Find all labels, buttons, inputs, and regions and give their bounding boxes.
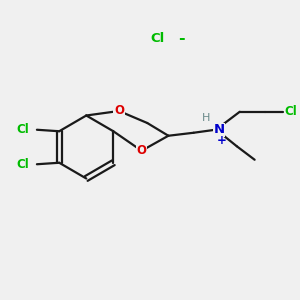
Text: Cl: Cl <box>17 158 29 171</box>
Text: Cl: Cl <box>151 32 165 46</box>
Text: O: O <box>136 144 147 157</box>
Text: O: O <box>114 104 124 118</box>
Text: N: N <box>213 123 224 136</box>
Text: +: + <box>217 134 227 147</box>
Text: -: - <box>178 32 185 46</box>
Text: Cl: Cl <box>17 123 29 136</box>
Text: Cl: Cl <box>284 105 297 118</box>
Text: H: H <box>202 113 211 123</box>
